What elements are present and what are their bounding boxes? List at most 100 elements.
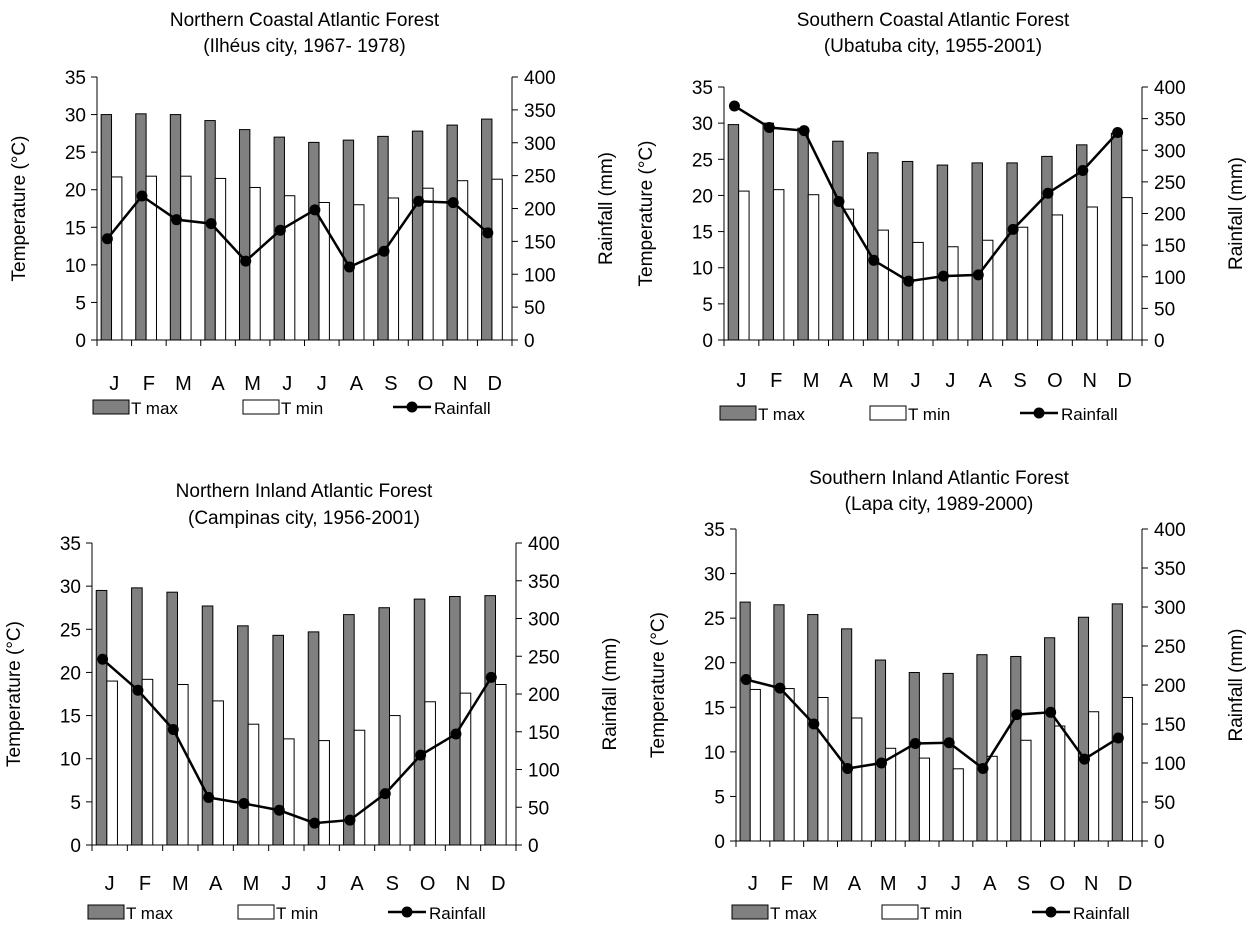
tmax-bar xyxy=(411,130,424,341)
tmin-bar xyxy=(749,688,761,842)
right-tick-label: 50 xyxy=(1154,793,1175,814)
rainfall-point xyxy=(379,788,391,800)
rainfall-point xyxy=(205,218,217,230)
legend-swatch-tmin xyxy=(881,904,919,920)
chart-panel-northern-coastal: Northern Coastal Atlantic Forest (Ilhéus … xyxy=(0,0,628,466)
tmax-bar xyxy=(762,122,774,341)
legend-swatch-tmax xyxy=(87,904,125,920)
rainfall-point xyxy=(273,804,285,816)
tmax-bar xyxy=(908,672,920,842)
month-label: A xyxy=(848,873,862,895)
month-label: M xyxy=(812,873,829,895)
left-tick-label: 15 xyxy=(60,707,81,728)
tmin-bar xyxy=(491,178,503,341)
tmax-bar xyxy=(238,129,251,341)
tmin-bar xyxy=(986,755,998,842)
rainfall-point xyxy=(378,245,390,257)
right-tick-label: 350 xyxy=(528,572,560,593)
tmax-bar xyxy=(773,604,785,842)
legend-swatch-rainfall-point xyxy=(406,401,418,413)
legend-swatch-tmin xyxy=(869,405,907,421)
tmin-bar xyxy=(111,176,123,341)
tmax-bar xyxy=(201,605,214,846)
rainfall-point xyxy=(447,197,459,209)
month-label: S xyxy=(1013,370,1026,392)
left-tick-label: 35 xyxy=(692,78,713,99)
tmax-bar xyxy=(446,124,458,341)
tmax-bar xyxy=(307,631,320,846)
tmin-bar xyxy=(318,740,330,846)
tmax-bar xyxy=(169,114,182,341)
rainfall-point xyxy=(203,791,215,803)
month-label: A xyxy=(350,873,364,895)
tmin-bar xyxy=(1020,739,1032,842)
right-tick-label: 150 xyxy=(1154,715,1186,736)
rainfall-point xyxy=(728,100,740,112)
right-tick-label: 350 xyxy=(524,101,556,122)
right-tick-label: 250 xyxy=(1154,637,1186,658)
legend-label-tmax: T max xyxy=(131,399,178,418)
rainfall-point xyxy=(171,214,183,226)
month-label: J xyxy=(917,873,927,895)
tmax-bar xyxy=(204,120,216,341)
rainfall-point xyxy=(1077,164,1089,176)
right-tick-label: 50 xyxy=(528,798,549,819)
right-tick-label: 300 xyxy=(524,134,556,155)
left-tick-label: 25 xyxy=(60,620,81,641)
rainfall-point xyxy=(485,671,497,683)
tmin-bar xyxy=(247,723,260,846)
tmin-bar xyxy=(947,246,959,341)
legend-label-tmin: T min xyxy=(281,399,323,418)
tmax-bar xyxy=(343,614,355,846)
chart-subtitle: (Lapa city, 1989-2000) xyxy=(845,494,1034,515)
left-tick-label: 30 xyxy=(65,106,86,127)
tmin-bar xyxy=(459,692,472,846)
rainfall-point xyxy=(798,125,810,137)
rainfall-point xyxy=(868,254,880,266)
left-tick-label: 15 xyxy=(692,223,713,244)
rainfall-point xyxy=(1045,706,1057,718)
month-label: D xyxy=(1117,370,1131,392)
tmin-bar xyxy=(422,187,434,341)
tmin-bar xyxy=(842,208,855,341)
rainfall-point xyxy=(309,817,321,829)
month-label: J xyxy=(282,373,292,395)
tmax-bar xyxy=(1110,132,1123,341)
right-tick-label: 0 xyxy=(1154,832,1165,853)
left-tick-label: 0 xyxy=(702,331,713,352)
climate-chart-southern-inland: Southern Inland Atlantic Forest (Lapa cit… xyxy=(648,468,1247,923)
right-axis-title: Rainfall (mm) xyxy=(600,638,621,751)
right-tick-label: 250 xyxy=(524,167,556,188)
left-tick-label: 35 xyxy=(65,68,86,89)
right-tick-label: 350 xyxy=(1154,559,1186,580)
month-label: J xyxy=(281,873,291,895)
rainfall-point xyxy=(97,653,109,665)
tmax-bar xyxy=(484,595,497,846)
chart-panel-northern-inland: Northern Inland Atlantic Forest (Campinas… xyxy=(0,466,628,932)
tmin-bar xyxy=(456,180,469,341)
rainfall-point xyxy=(833,195,845,207)
tmax-bar xyxy=(1111,603,1123,842)
legend-label-rainfall: Rainfall xyxy=(434,399,491,418)
right-tick-label: 0 xyxy=(524,331,535,352)
month-label: A xyxy=(209,873,223,895)
left-tick-label: 20 xyxy=(692,186,713,207)
right-tick-label: 100 xyxy=(524,265,556,286)
month-label: F xyxy=(770,370,782,392)
tmin-bar xyxy=(807,194,820,341)
rainfall-line xyxy=(106,194,489,269)
right-tick-label: 100 xyxy=(528,761,560,782)
legend-label-tmin: T min xyxy=(276,904,318,923)
rainfall-point xyxy=(937,270,949,282)
month-label: D xyxy=(491,873,505,895)
left-tick-label: 10 xyxy=(704,743,725,764)
tmax-bar xyxy=(378,607,391,846)
left-tick-label: 25 xyxy=(704,609,725,630)
rainfall-point xyxy=(482,227,494,239)
right-tick-label: 400 xyxy=(1154,78,1186,99)
left-tick-label: 30 xyxy=(60,577,81,598)
legend-label-rainfall: Rainfall xyxy=(429,904,486,923)
right-tick-label: 200 xyxy=(1154,676,1186,697)
right-tick-label: 250 xyxy=(528,647,560,668)
month-label: M xyxy=(243,873,260,895)
